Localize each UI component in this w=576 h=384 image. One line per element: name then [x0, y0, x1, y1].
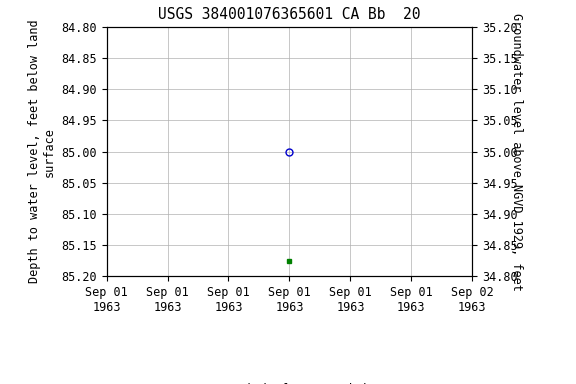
Y-axis label: Depth to water level, feet below land
surface: Depth to water level, feet below land su… — [28, 20, 56, 283]
Title: USGS 384001076365601 CA Bb  20: USGS 384001076365601 CA Bb 20 — [158, 7, 420, 22]
Legend: Period of approved data: Period of approved data — [186, 378, 393, 384]
Y-axis label: Groundwater level above NGVD 1929, feet: Groundwater level above NGVD 1929, feet — [510, 13, 523, 291]
